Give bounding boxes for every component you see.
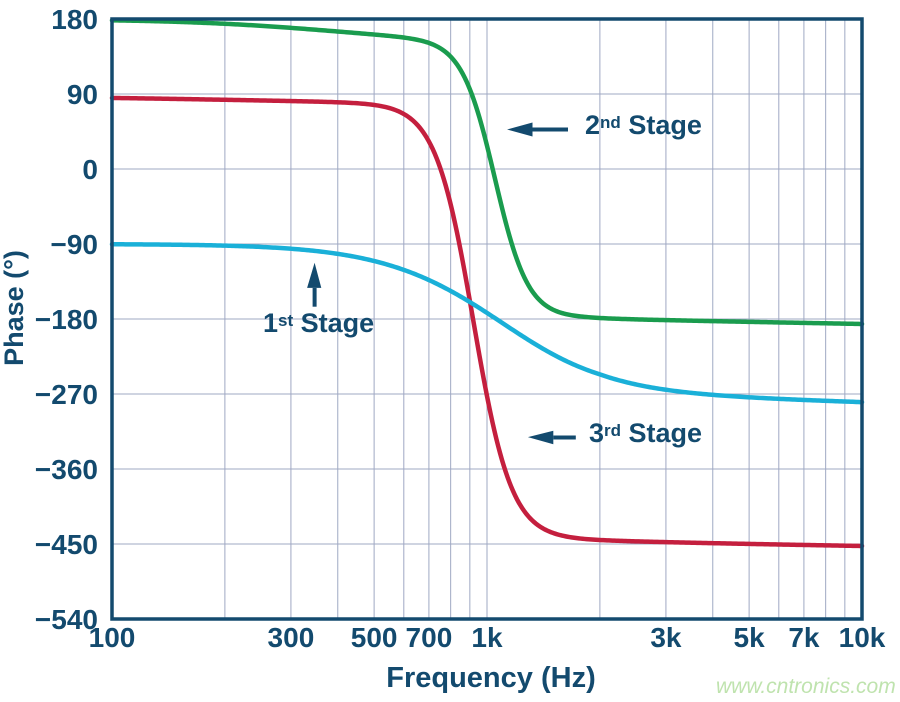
svg-text:5k: 5k	[734, 622, 766, 653]
svg-text:0: 0	[82, 154, 98, 185]
svg-text:90: 90	[67, 79, 98, 110]
svg-text:180: 180	[51, 4, 98, 35]
svg-text:300: 300	[268, 622, 315, 653]
svg-text:500: 500	[351, 622, 398, 653]
svg-text:Phase (°): Phase (°)	[0, 250, 29, 366]
svg-text:www.cntronics.com: www.cntronics.com	[716, 675, 896, 698]
svg-text:−540: −540	[35, 604, 98, 635]
svg-text:−360: −360	[35, 454, 98, 485]
svg-text:1k: 1k	[471, 622, 503, 653]
svg-text:−450: −450	[35, 529, 98, 560]
svg-text:700: 700	[406, 622, 453, 653]
svg-text:−270: −270	[35, 379, 98, 410]
svg-text:10k: 10k	[839, 622, 886, 653]
svg-text:Frequency (Hz): Frequency (Hz)	[386, 662, 595, 694]
svg-text:−180: −180	[35, 304, 98, 335]
svg-text:3k: 3k	[650, 622, 682, 653]
svg-text:−90: −90	[51, 229, 99, 260]
svg-text:7k: 7k	[788, 622, 820, 653]
